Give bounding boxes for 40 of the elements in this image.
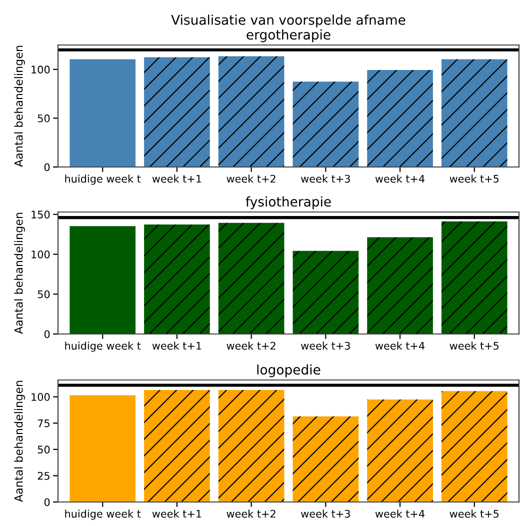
chart-subtitle: ergotherapie	[246, 29, 330, 42]
bar	[68, 225, 137, 334]
y-axis-title: Aantal behandelingen	[14, 46, 25, 167]
y-tick-label: 0	[44, 330, 50, 338]
x-tick-label: huidige week t	[65, 342, 141, 352]
x-tick-label: week t+1	[152, 342, 202, 350]
x-tick-label: week t+4	[375, 510, 425, 518]
y-tick-label: 0	[44, 163, 50, 172]
x-tick-label: week t+1	[152, 510, 202, 518]
y-tick-label: 100	[32, 250, 50, 258]
y-axis-title: Aantal behandelingen	[14, 380, 25, 502]
x-tick-label: week t+5	[450, 510, 499, 518]
x-tick-label: week t+5	[450, 342, 499, 350]
y-tick-label: 75	[38, 419, 50, 428]
bar	[68, 58, 137, 167]
x-tick-label: week t+3	[301, 510, 350, 518]
x-tick-label: week t+4	[375, 174, 425, 183]
y-tick-label: 25	[38, 472, 50, 480]
x-tick-label: huidige week t	[65, 510, 141, 520]
x-tick-label: week t+5	[450, 174, 499, 183]
chart-title: logopedie	[257, 364, 320, 378]
x-tick-label: week t+3	[301, 342, 350, 350]
x-tick-label: week t+3	[301, 174, 350, 183]
y-tick-label: 50	[38, 290, 50, 298]
y-tick-label: 150	[32, 210, 50, 218]
y-tick-label: 50	[38, 446, 50, 454]
x-tick-label: week t+1	[152, 174, 202, 183]
x-tick-label: week t+2	[226, 174, 276, 183]
x-tick-label: week t+2	[226, 510, 276, 518]
chart-title: Visualisatie van voorspelde afname	[171, 14, 406, 28]
x-tick-label: huidige week t	[65, 174, 141, 185]
chart-title: fysiotherapie	[246, 196, 331, 210]
bar	[68, 394, 137, 502]
y-tick-label: 0	[44, 498, 50, 506]
x-tick-label: week t+2	[226, 342, 276, 350]
y-tick-label: 100	[32, 66, 50, 74]
y-tick-label: 50	[38, 114, 50, 122]
y-tick-label: 100	[32, 393, 50, 401]
x-tick-label: week t+4	[375, 342, 425, 350]
y-axis-title: Aantal behandelingen	[14, 212, 25, 334]
